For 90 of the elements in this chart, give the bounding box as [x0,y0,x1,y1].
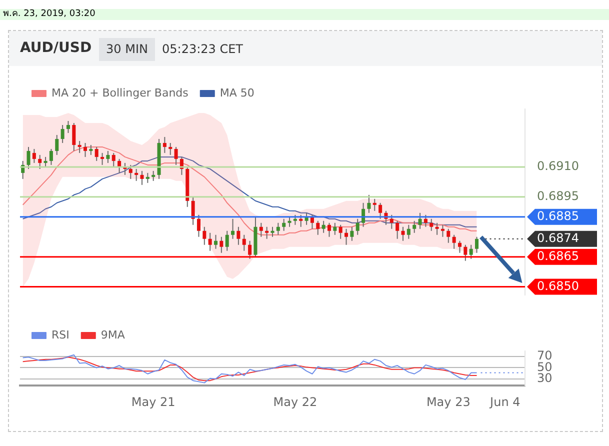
text: พ.ค. 23, 2019, 03:20 [3,9,96,20]
candlestick [128,164,132,180]
x-tick-label: Jun 4 [489,394,520,409]
candlestick [106,150,110,164]
x-tick-label: May 23 [426,394,470,409]
candlestick [316,220,320,236]
candlestick [162,136,166,154]
candlestick [440,224,444,238]
candlestick [66,120,70,134]
candlestick [435,222,439,236]
candlestick [94,146,98,162]
candlestick [390,214,394,230]
candlestick [259,222,263,238]
candlestick [299,214,303,228]
candlestick [134,168,138,182]
candlestick [356,218,360,236]
candlestick [367,194,371,214]
candlestick [276,222,280,236]
candlestick [412,220,416,234]
candlestick [430,218,434,232]
candlestick [89,144,93,156]
y-tick-label: 0.6865 [537,248,579,263]
y-tick-label: 0.6910 [537,159,579,174]
candlestick [26,146,30,170]
candlestick [32,148,36,164]
candlestick [452,234,456,250]
candlestick [424,214,428,228]
candlestick [214,234,218,250]
candlestick [202,226,206,246]
y-tick-label: 0.6885 [537,209,579,224]
text: 05:23:23 CET [162,42,243,56]
candlestick [464,244,468,262]
candlestick [310,214,314,230]
candlestick [418,212,422,230]
candlestick [72,122,76,152]
candlestick [60,124,64,144]
candlestick [288,216,292,228]
candlestick [406,224,410,240]
candlestick [270,226,274,238]
candlestick [174,146,178,166]
candlestick [225,230,229,252]
candlestick [112,152,116,168]
candlestick [350,226,354,242]
candlestick [446,228,450,244]
candlestick [469,244,473,260]
legend-label: MA 20 + Bollinger Bands [52,86,189,100]
y-tick-label: 0.6850 [537,278,579,293]
candlestick [140,170,144,186]
candlestick [196,214,200,238]
candlestick [100,152,104,166]
candlestick [44,156,48,168]
candlestick [49,148,53,166]
chart-subtitle: 30 MIN [99,38,155,61]
candlestick [338,224,342,240]
candlestick [458,240,462,254]
legend-label: RSI [52,328,70,342]
y-tick-label: 0.6895 [537,189,579,204]
candlestick [146,172,150,184]
candlestick [378,202,382,220]
candlestick [248,240,252,260]
candlestick [475,236,479,254]
x-tick-label: May 22 [273,394,318,409]
candlestick [396,220,400,240]
candlestick [55,134,59,156]
candlestick [38,154,42,170]
candlestick [152,170,156,182]
candlestick [322,220,326,234]
candlestick [372,198,376,212]
candlestick [78,140,82,154]
candlestick [344,228,348,246]
candlestick [242,234,246,252]
chart-title: AUD/USD [20,40,92,56]
y-tick-label: 0.6874 [537,230,579,245]
candlestick [401,226,405,242]
candlestick [327,222,331,238]
candlestick [293,214,297,226]
candlestick [282,218,286,232]
candlestick [333,222,337,236]
candlestick [265,226,269,240]
x-tick-label: May 21 [131,394,176,409]
candlestick [191,196,195,226]
candlestick [236,226,240,246]
candlestick [83,142,88,158]
candlestick [168,142,172,156]
candlestick [231,218,235,240]
y-tick-label: 30 [537,371,552,386]
legend-label: 9MA [100,328,126,342]
candlestick [220,236,224,254]
legend-label: MA 50 [220,86,254,100]
candlestick [208,232,212,252]
